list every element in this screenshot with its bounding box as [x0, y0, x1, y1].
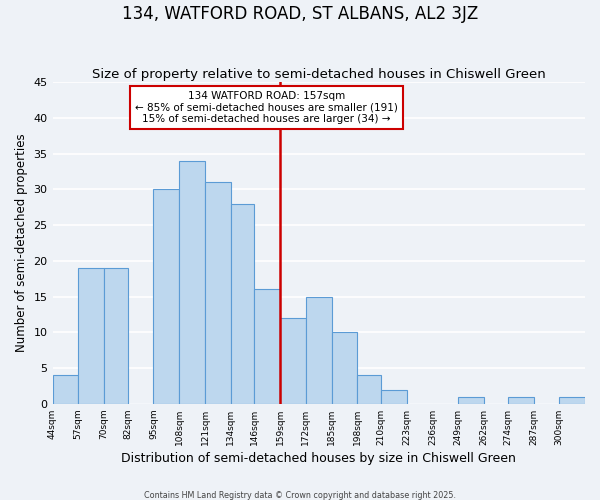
Bar [205, 182, 230, 404]
Bar [559, 396, 585, 404]
Text: Contains HM Land Registry data © Crown copyright and database right 2025.: Contains HM Land Registry data © Crown c… [144, 490, 456, 500]
Bar [458, 396, 484, 404]
Bar [254, 290, 280, 404]
Bar [104, 268, 128, 404]
Bar [508, 396, 533, 404]
Bar [78, 268, 104, 404]
Bar [332, 332, 358, 404]
Y-axis label: Number of semi-detached properties: Number of semi-detached properties [15, 134, 28, 352]
Title: Size of property relative to semi-detached houses in Chiswell Green: Size of property relative to semi-detach… [92, 68, 545, 81]
Bar [230, 204, 254, 404]
Bar [381, 390, 407, 404]
X-axis label: Distribution of semi-detached houses by size in Chiswell Green: Distribution of semi-detached houses by … [121, 452, 516, 465]
Text: 134 WATFORD ROAD: 157sqm
← 85% of semi-detached houses are smaller (191)
15% of : 134 WATFORD ROAD: 157sqm ← 85% of semi-d… [135, 90, 398, 124]
Bar [53, 375, 78, 404]
Bar [179, 161, 205, 404]
Bar [358, 375, 381, 404]
Bar [280, 318, 306, 404]
Bar [154, 190, 179, 404]
Text: 134, WATFORD ROAD, ST ALBANS, AL2 3JZ: 134, WATFORD ROAD, ST ALBANS, AL2 3JZ [122, 5, 478, 23]
Bar [306, 296, 332, 404]
